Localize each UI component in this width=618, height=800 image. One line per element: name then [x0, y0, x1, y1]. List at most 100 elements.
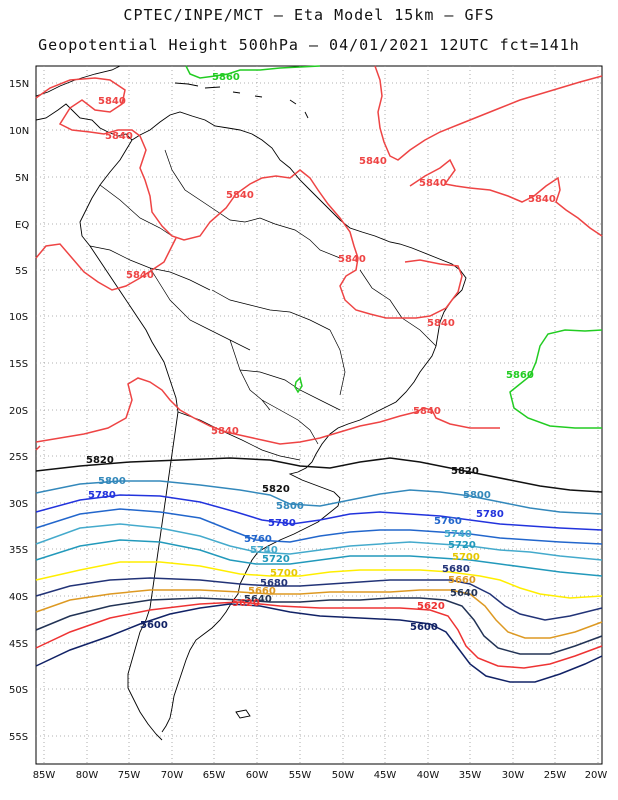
- contour-label-5640: 5640: [450, 588, 478, 599]
- contour-5780: [35, 494, 603, 531]
- map-gridlines: [36, 66, 602, 764]
- south-america-west-coast: [79, 139, 179, 741]
- contour-5600: [35, 603, 603, 683]
- contour-label-5800: 5800: [98, 476, 126, 487]
- contour-5720: [35, 539, 603, 577]
- lon-tick-label: 60W: [246, 770, 269, 781]
- lat-tick-label: 55S: [9, 732, 28, 743]
- contour-label-5800: 5800: [463, 490, 491, 501]
- contour-label-5820: 5820: [262, 484, 290, 495]
- lat-tick-label: 10S: [9, 312, 28, 323]
- contour-label-5740: 5740: [250, 545, 278, 556]
- lat-tick-label: 10N: [9, 126, 29, 137]
- contour-label-5840: 5840: [427, 318, 455, 329]
- contour-5860-north: [185, 65, 321, 79]
- contour-5680: [35, 577, 603, 621]
- lon-tick-label: 45W: [374, 770, 397, 781]
- lat-tick-label: 30S: [9, 499, 28, 510]
- contour-label-5840: 5840: [528, 194, 556, 205]
- contour-label-5840: 5840: [98, 96, 126, 107]
- contour-label-5720: 5720: [262, 554, 290, 565]
- contour-label-5780: 5780: [268, 518, 296, 529]
- contour-5840-east: [409, 158, 603, 237]
- contour-label-5660: 5660: [448, 575, 476, 586]
- contour-label-5680: 5680: [260, 578, 288, 589]
- contour-5840-sw: [35, 445, 41, 451]
- lon-tick-label: 30W: [502, 770, 525, 781]
- lat-tick-label: 45S: [9, 639, 28, 650]
- contour-label-5640: 5640: [244, 594, 272, 605]
- contour-label-5840: 5840: [338, 254, 366, 265]
- contour-label-5840: 5840: [359, 156, 387, 167]
- contour-label-5600: 5600: [140, 620, 168, 631]
- contour-label-5820: 5820: [451, 466, 479, 477]
- contour-label-5660: 5660: [248, 586, 276, 597]
- contour-5740: [35, 523, 603, 561]
- country-borders: [89, 149, 437, 461]
- contour-5700: [35, 561, 603, 599]
- lon-tick-label: 85W: [33, 770, 56, 781]
- contour-5660: [35, 589, 603, 639]
- lon-tick-label: 50W: [332, 770, 355, 781]
- contour-5860-east: [509, 329, 603, 429]
- contour-5800: [35, 480, 603, 515]
- contour-label-5840: 5840: [413, 406, 441, 417]
- contour-label-5760: 5760: [244, 534, 272, 545]
- contour-5840-west: [35, 237, 177, 291]
- contour-label-5620: 5620: [417, 601, 445, 612]
- lon-tick-label: 25W: [544, 770, 567, 781]
- caribbean-islands: [174, 82, 309, 119]
- contour-5840-north: [35, 77, 463, 319]
- contour-5640: [35, 597, 603, 655]
- lat-tick-label: 50S: [9, 685, 28, 696]
- lon-tick-label: 35W: [459, 770, 482, 781]
- contour-label-5780: 5780: [88, 490, 116, 501]
- title-line-2: Geopotential Height 500hPa – 04/01/2021 …: [38, 36, 580, 54]
- lon-tick-label: 55W: [289, 770, 312, 781]
- contour-label-5620: 5620: [232, 598, 260, 609]
- map-frame: [35, 65, 603, 765]
- contour-label-5800: 5800: [276, 501, 304, 512]
- lon-tick-label: 65W: [203, 770, 226, 781]
- lat-tick-label: 15N: [9, 79, 29, 90]
- contour-labels: 5860 5860 5840 5840 5840 5840 5840 5840 …: [86, 72, 556, 633]
- contour-5860-small: [294, 376, 303, 394]
- lat-tick-label: 35S: [9, 545, 28, 556]
- lat-tick-label: 20S: [9, 406, 28, 417]
- lon-tick-label: 20W: [585, 770, 608, 781]
- lat-tick-label: EQ: [15, 220, 29, 231]
- contour-label-5740: 5740: [444, 529, 472, 540]
- contour-label-5780: 5780: [476, 509, 504, 520]
- falklands: [235, 709, 251, 719]
- contour-label-5700: 5700: [270, 568, 298, 579]
- contour-5620: [35, 601, 603, 669]
- contour-label-5840: 5840: [126, 270, 154, 281]
- contour-5840-upper: [374, 65, 603, 161]
- lat-tick-label: 40S: [9, 592, 28, 603]
- title-line-1: CPTEC/INPE/MCT – Eta Model 15km – GFS: [123, 6, 495, 24]
- latitude-axis: 15N 10N 5N EQ 5S 10S 15S 20S 25S 30S 35S…: [9, 79, 29, 743]
- lon-tick-label: 70W: [161, 770, 184, 781]
- contour-label-5720: 5720: [448, 540, 476, 551]
- contour-label-5840: 5840: [211, 426, 239, 437]
- lat-tick-label: 15S: [9, 359, 28, 370]
- contour-lines: [35, 65, 603, 683]
- contour-label-5700: 5700: [452, 552, 480, 563]
- contour-label-5600: 5600: [410, 622, 438, 633]
- south-america-coast: [131, 111, 467, 733]
- contour-label-5760: 5760: [434, 516, 462, 527]
- lon-tick-label: 80W: [76, 770, 99, 781]
- lon-tick-label: 75W: [118, 770, 141, 781]
- contour-label-5840: 5840: [105, 131, 133, 142]
- contour-5820: [35, 457, 603, 493]
- lat-tick-label: 25S: [9, 452, 28, 463]
- lon-tick-label: 40W: [417, 770, 440, 781]
- contour-label-5680: 5680: [442, 564, 470, 575]
- longitude-axis: 85W 80W 75W 70W 65W 60W 55W 50W 45W 40W …: [33, 770, 608, 781]
- contour-5760: [35, 508, 603, 545]
- contour-label-5860: 5860: [506, 370, 534, 381]
- lat-tick-label: 5S: [15, 266, 28, 277]
- contour-label-5860: 5860: [212, 72, 240, 83]
